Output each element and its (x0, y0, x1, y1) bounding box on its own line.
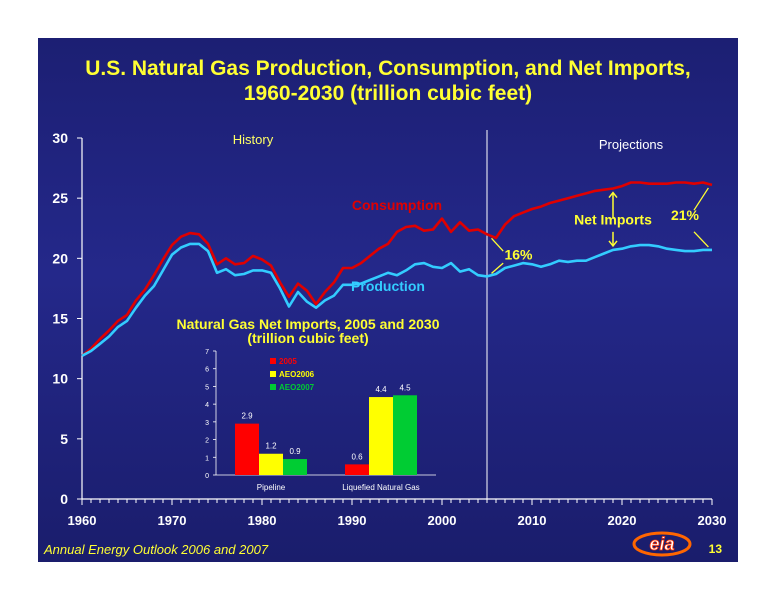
inset-legend-label: 2005 (279, 357, 297, 366)
pct-2030-pointer-down (693, 231, 709, 248)
logo-text: eia (649, 534, 674, 554)
inset-legend-swatch (270, 358, 276, 364)
inset-y-tick-label: 3 (205, 420, 209, 427)
inset-title: Natural Gas Net Imports, 2005 and 2030 (177, 316, 440, 332)
inset-legend-label: AEO2007 (279, 383, 315, 392)
eia-logo: eia (632, 531, 692, 557)
inset-bar-label: 0.9 (289, 447, 301, 456)
y-tick-label: 10 (52, 371, 68, 387)
x-tick-label: 1980 (248, 513, 277, 528)
x-tick-label: 2030 (698, 513, 727, 528)
chart-title-line2: 1960-2030 (trillion cubic feet) (243, 82, 533, 105)
pct-2030-label: 21% (671, 207, 700, 223)
inset-bar (393, 395, 417, 475)
y-tick-label: 5 (60, 431, 68, 447)
inset-y-tick-label: 0 (205, 473, 209, 480)
net-imports-arrowhead-down (608, 240, 618, 248)
x-tick-label: 2000 (428, 513, 457, 528)
pct-2030-pointer-up (693, 187, 709, 211)
production-line (81, 242, 712, 357)
pct-2005-pointer-down (491, 262, 504, 274)
pct-2005-pointer-up (491, 237, 504, 252)
production-label: Production (351, 278, 425, 294)
inset-category-label: Pipeline (257, 483, 286, 492)
projections-label: Projections (599, 137, 664, 152)
inset-y-tick-label: 2 (205, 438, 209, 445)
pct-2005-label: 16% (504, 247, 533, 263)
inset-y-tick-label: 1 (205, 455, 209, 462)
y-tick-label: 30 (52, 130, 68, 146)
inset-category-label: Liquefied Natural Gas (342, 483, 419, 492)
y-tick-label: 0 (60, 491, 68, 507)
net-imports-arrowhead-up (608, 191, 618, 199)
x-tick-label: 1960 (68, 513, 97, 528)
inset-bar (369, 397, 393, 475)
y-tick-label: 25 (52, 190, 68, 206)
y-tick-label: 20 (52, 250, 68, 266)
inset-legend-swatch (270, 371, 276, 377)
consumption-label: Consumption (352, 197, 442, 213)
inset-y-tick-label: 4 (205, 402, 209, 409)
inset-bar (259, 453, 283, 475)
inset-legend-swatch (270, 384, 276, 390)
inset-bar-label: 1.2 (265, 442, 277, 451)
x-tick-label: 2020 (608, 513, 637, 528)
history-label: History (233, 132, 274, 147)
page-number: 13 (708, 542, 722, 556)
inset-subtitle: (trillion cubic feet) (247, 330, 368, 346)
slide-background: U.S. Natural Gas Production, Consumption… (38, 38, 738, 562)
consumption-line (81, 181, 713, 357)
inset-y-tick-label: 7 (205, 349, 209, 356)
y-tick-label: 15 (52, 311, 68, 327)
footer-source: Annual Energy Outlook 2006 and 2007 (44, 542, 269, 557)
inset-bar-label: 2.9 (241, 412, 253, 421)
inset-bar (235, 423, 259, 475)
chart-title-line1: U.S. Natural Gas Production, Consumption… (85, 57, 691, 80)
inset-bar (283, 459, 307, 475)
x-tick-label: 1970 (158, 513, 187, 528)
inset-y-tick-label: 5 (205, 384, 209, 391)
net-imports-label: Net Imports (574, 212, 652, 228)
inset-legend-label: AEO2006 (279, 370, 315, 379)
inset-y-tick-label: 6 (205, 367, 209, 374)
inset-bar-label: 4.4 (375, 385, 387, 394)
inset-bar (345, 464, 369, 475)
x-tick-label: 1990 (338, 513, 367, 528)
x-tick-label: 2010 (518, 513, 547, 528)
inset-bar-label: 0.6 (351, 452, 363, 461)
inset-bar-label: 4.5 (399, 383, 411, 392)
chart-canvas: 1960 1970 1980 1990 2000 2010 2020 203005101520… (52, 130, 727, 528)
